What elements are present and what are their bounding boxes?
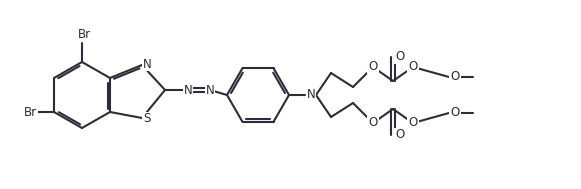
Text: N: N	[206, 84, 214, 97]
Text: O: O	[396, 50, 404, 64]
Text: O: O	[408, 60, 418, 74]
Text: O: O	[396, 129, 404, 142]
Text: O: O	[450, 106, 460, 119]
Text: O: O	[408, 116, 418, 129]
Text: Br: Br	[77, 29, 91, 42]
Text: N: N	[307, 88, 315, 101]
Text: S: S	[144, 112, 150, 125]
Text: Br: Br	[23, 105, 37, 119]
Text: O: O	[368, 60, 378, 74]
Text: N: N	[184, 84, 192, 97]
Text: O: O	[450, 70, 460, 84]
Text: N: N	[142, 57, 152, 70]
Text: O: O	[368, 116, 378, 129]
